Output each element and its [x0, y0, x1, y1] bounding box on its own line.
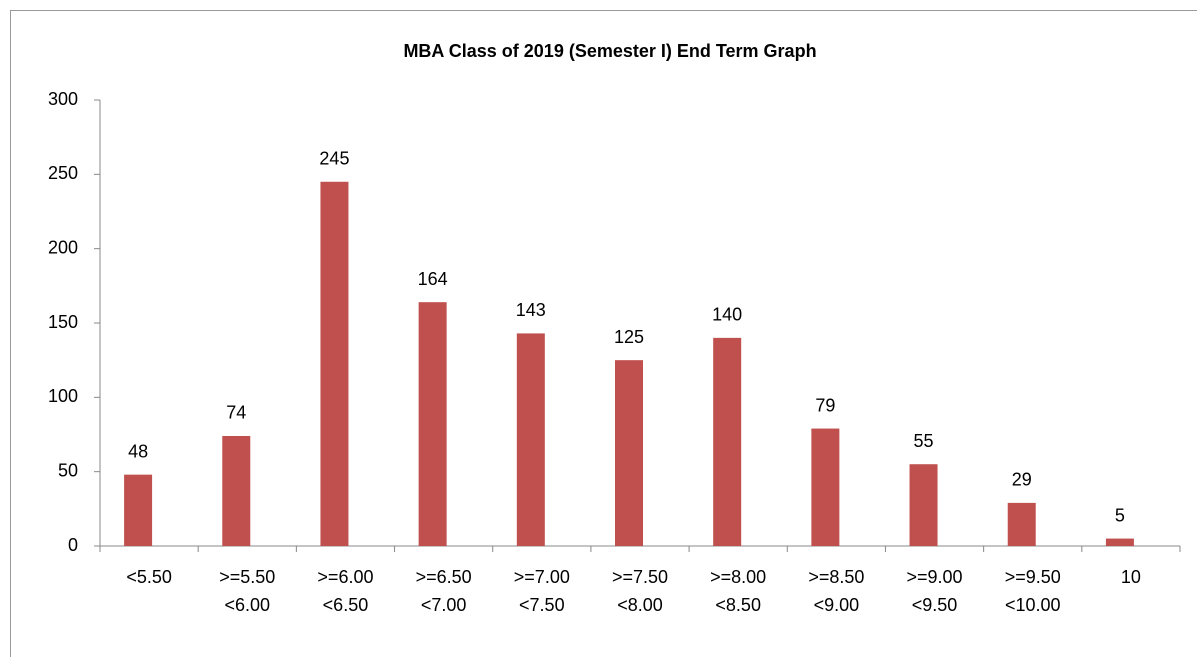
x-tick-label: <6.00 [224, 595, 270, 615]
bar [615, 360, 643, 546]
data-label: 74 [226, 403, 246, 423]
x-tick-label: 10 [1121, 567, 1141, 587]
y-tick-label: 0 [68, 535, 78, 555]
data-label: 48 [128, 441, 148, 461]
y-tick-label: 150 [48, 312, 78, 332]
bar [713, 337, 742, 546]
bar [1007, 502, 1036, 546]
y-tick-label: 200 [48, 237, 78, 257]
data-label: 55 [914, 431, 934, 451]
bar [418, 302, 447, 546]
x-tick-label: <6.50 [323, 595, 369, 615]
y-tick-label: 250 [48, 163, 78, 183]
data-label: 125 [614, 327, 644, 347]
bar [320, 181, 349, 546]
bar [516, 333, 545, 546]
data-label: 164 [418, 269, 448, 289]
y-tick-label: 50 [58, 460, 78, 480]
x-tick-label: <9.00 [814, 595, 860, 615]
x-tick-label: <9.50 [912, 595, 958, 615]
data-label: 79 [815, 395, 835, 415]
x-tick-label: >=8.00 [710, 567, 766, 587]
x-tick-label: <10.00 [1005, 595, 1061, 615]
data-label: 5 [1115, 505, 1125, 525]
y-tick-label: 100 [48, 386, 78, 406]
x-tick-label: >=9.00 [907, 567, 963, 587]
x-tick-label: <8.00 [617, 595, 663, 615]
x-tick-label: >=6.50 [416, 567, 472, 587]
data-label: 29 [1012, 470, 1032, 490]
chart-border [10, 10, 1197, 657]
bar [222, 435, 251, 546]
bar [1105, 538, 1134, 546]
x-tick-label: <7.00 [421, 595, 467, 615]
x-tick-label: >=7.50 [612, 567, 668, 587]
data-label: 143 [516, 300, 546, 320]
data-label: 140 [712, 305, 742, 325]
x-tick-label: >=9.50 [1005, 567, 1061, 587]
chart-title: MBA Class of 2019 (Semester I) End Term … [403, 41, 816, 61]
data-label: 245 [319, 149, 349, 169]
x-tick-label: >=6.00 [317, 567, 373, 587]
bar [909, 464, 938, 546]
x-tick-label: >=5.50 [219, 567, 275, 587]
x-tick-label: >=7.00 [514, 567, 570, 587]
y-tick-label: 300 [48, 89, 78, 109]
x-tick-label: >=8.50 [808, 567, 864, 587]
bar [124, 474, 153, 546]
x-tick-label: <8.50 [715, 595, 761, 615]
bar [811, 428, 840, 546]
x-tick-label: <7.50 [519, 595, 565, 615]
x-tick-label: <5.50 [126, 567, 172, 587]
